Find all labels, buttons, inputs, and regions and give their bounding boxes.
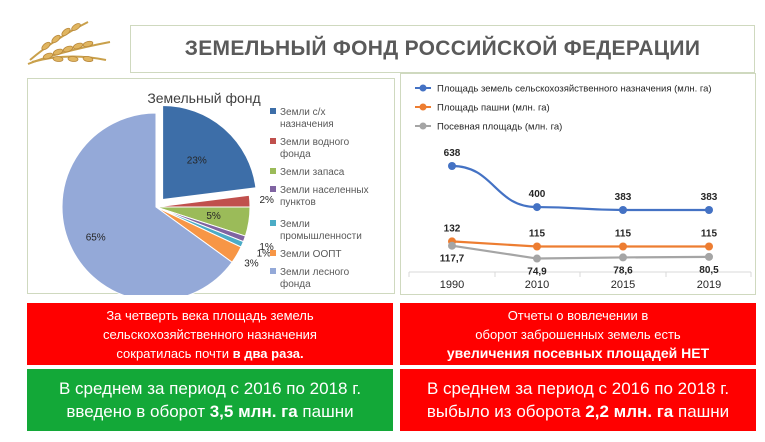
data-label: 132 [444, 223, 461, 234]
legend-label: Земли населенных [280, 185, 369, 196]
arable-land-introduced-box: В среднем за период с 2016 по 2018 г. вв… [27, 369, 393, 431]
box-emphasis: в два раза. [232, 345, 304, 361]
pie-data-label: 23% [187, 156, 207, 167]
legend-label: фонда [280, 278, 311, 290]
box-line: выбыло из оборота 2,2 млн. га пашни [400, 400, 756, 423]
box-line: За четверть века площадь земель [106, 307, 314, 323]
legend-label: Земли запаса [280, 167, 345, 178]
data-label: 115 [701, 229, 718, 240]
no-sown-area-increase-box: Отчеты о вовлечении в оборот заброшенных… [400, 303, 756, 365]
title-box: ЗЕМЕЛЬНЫЙ ФОНД РОССИЙСКОЙ ФЕДЕРАЦИИ [130, 25, 755, 73]
data-point [533, 203, 541, 212]
pie-data-label: 5% [206, 211, 221, 222]
x-tick-label: 2019 [697, 279, 721, 291]
pie-chart-title: Земельный фонд [147, 90, 260, 106]
data-point [448, 162, 456, 170]
legend-label: промышленности [280, 231, 362, 242]
box-line: Отчеты о вовлечении в [507, 307, 649, 323]
legend-label: пунктов [280, 197, 316, 208]
box-text: введено в оборот [66, 402, 210, 421]
pie-data-label: 1% [257, 249, 272, 260]
series-line [451, 164, 709, 212]
legend-swatch [270, 108, 276, 114]
pie-chart-panel: Земельный фонд 23% 2% 5% 1% 1% 3% 65% Земли с/… [27, 78, 395, 302]
pie-chart: Земельный фонд 23% 2% 5% 1%1%3% 65% Земли с/… [61, 90, 369, 302]
data-point [619, 242, 627, 251]
legend-swatch [270, 268, 276, 274]
x-tick-label: 2015 [611, 279, 635, 291]
box-line: введено в оборот 3,5 млн. га пашни [27, 400, 393, 423]
data-point [619, 206, 627, 214]
data-label: 115 [529, 229, 546, 240]
data-label: 117,7 [440, 254, 465, 265]
pie-data-label: 2% [259, 195, 274, 206]
box-text: пашни [297, 402, 354, 421]
x-tick-label: 1990 [440, 279, 464, 291]
legend-marker [419, 103, 427, 111]
line-chart-panel: Площадь земель сельскохозяйственного наз… [400, 73, 756, 295]
legend-label: Земли с/х [280, 107, 325, 118]
legend-label: Земли водного [280, 137, 350, 148]
data-point [619, 253, 627, 262]
data-point [533, 242, 541, 251]
box-emphasis: 2,2 млн. га [585, 402, 674, 421]
box-line: сократилась почти в два раза. [27, 344, 393, 363]
data-label: 80,5 [699, 265, 719, 276]
series-line [451, 240, 709, 248]
wheat-logo [18, 12, 118, 72]
box-line: оборот заброшенных земель есть [475, 326, 681, 342]
legend-label: Земли [280, 219, 310, 230]
data-label: 74,9 [527, 267, 547, 278]
box-line: увеличения посевных площадей НЕТ [400, 344, 756, 363]
data-point [705, 252, 713, 261]
arable-land-withdrawn-box: В среднем за период с 2016 по 2018 г. вы… [400, 369, 756, 431]
pie-slice [61, 112, 233, 302]
pie-slice [162, 104, 257, 201]
legend-swatch [270, 220, 276, 226]
page-title: ЗЕМЕЛЬНЫЙ ФОНД РОССИЙСКОЙ ФЕДЕРАЦИИ [184, 37, 701, 60]
legend-label: Площадь пашни (млн. га) [437, 103, 550, 114]
legend-marker [419, 84, 427, 92]
legend-label: Посевная площадь (млн. га) [437, 122, 562, 133]
box-line: В среднем за период с 2016 по 2018 г. [426, 379, 730, 398]
legend-label: фонда [280, 148, 311, 160]
pie-data-label: 1% [259, 242, 274, 253]
box-text: выбыло из оборота [426, 402, 586, 421]
data-label: 383 [615, 192, 632, 203]
legend-swatch [270, 186, 276, 192]
box-emphasis: увеличения посевных площадей НЕТ [446, 344, 710, 361]
data-point [448, 241, 456, 250]
legend-label: Земли лесного [280, 267, 350, 278]
pie-data-label: 3% [244, 258, 259, 269]
legend-label: назначения [280, 119, 334, 130]
data-label: 383 [701, 192, 718, 203]
data-label: 400 [529, 189, 546, 200]
data-label: 115 [615, 229, 632, 240]
legend-label: Земли ООПТ [280, 249, 342, 260]
legend-label: Площадь земель сельскохозяйственного наз… [437, 84, 712, 95]
data-point [705, 242, 713, 251]
x-tick-label: 2010 [525, 279, 549, 291]
line-chart: Площадь земель сельскохозяйственного наз… [408, 84, 752, 291]
data-label: 78,6 [613, 265, 633, 276]
pie-data-label: 65% [86, 233, 106, 244]
sx-land-decrease-box: За четверть века площадь земель сельскох… [27, 303, 393, 365]
legend-marker [419, 122, 427, 130]
legend-swatch [270, 168, 276, 174]
series-line [451, 244, 710, 260]
box-line: сельскохозяйственного назначения [103, 326, 317, 342]
legend-swatch [270, 250, 276, 256]
box-emphasis: 3,5 млн. га [209, 402, 298, 421]
box-text: сократилась почти [116, 345, 233, 361]
data-point [533, 254, 541, 263]
data-label: 638 [444, 148, 461, 159]
box-text: пашни [673, 402, 730, 421]
data-point [705, 206, 713, 214]
box-line: В среднем за период с 2016 по 2018 г. [58, 379, 362, 398]
legend-swatch [270, 138, 276, 144]
